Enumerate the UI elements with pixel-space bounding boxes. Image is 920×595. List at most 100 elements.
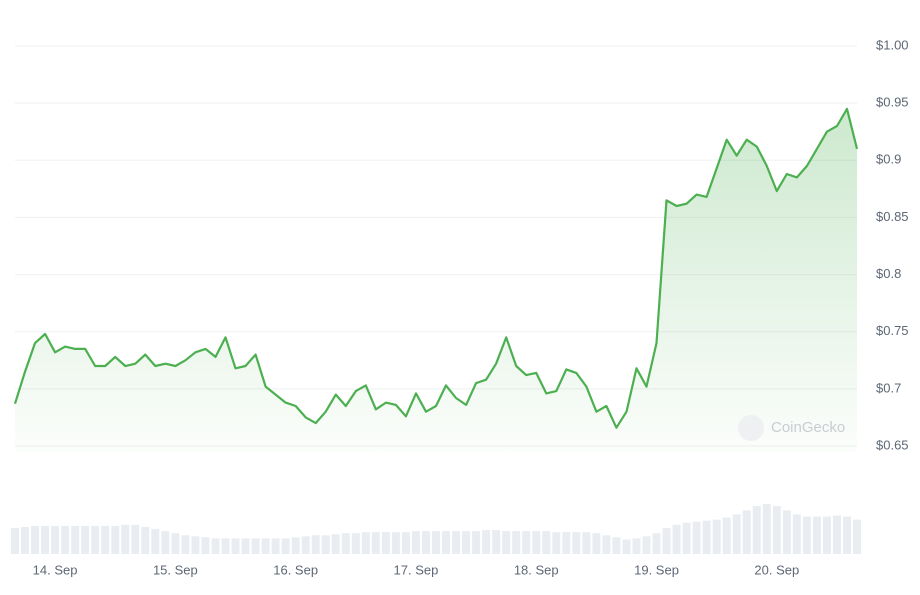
volume-bar [71, 525, 80, 554]
volume-bar [492, 530, 501, 554]
volume-bar [391, 532, 400, 554]
watermark: CoinGecko [771, 419, 845, 436]
volume-bar [351, 533, 360, 554]
volume-bar [792, 514, 801, 554]
volume-bar [712, 519, 721, 554]
volume-bar [371, 532, 380, 554]
volume-bar [91, 525, 100, 554]
volume-bar [141, 526, 150, 554]
volume-bar [482, 530, 491, 554]
volume-bar [201, 537, 210, 554]
volume-bar [682, 522, 691, 554]
volume-bar [562, 532, 571, 554]
volume-bar [31, 525, 40, 554]
y-tick-label: $1.00 [876, 37, 909, 52]
volume-bar [101, 525, 110, 554]
volume-bar [582, 532, 591, 554]
volume-bar [81, 525, 90, 554]
volume-bar [51, 525, 60, 554]
y-tick-label: $0.65 [876, 437, 909, 452]
volume-bar [652, 533, 661, 554]
volume-bar [151, 529, 160, 554]
volume-bar [592, 533, 601, 554]
volume-bar [612, 537, 621, 554]
volume-bar [782, 510, 791, 554]
volume-bar [622, 539, 631, 554]
volume-bar [692, 521, 701, 554]
volume-bar [211, 538, 220, 554]
volume-bar [401, 532, 410, 554]
volume-bar [111, 525, 120, 554]
price-line [13, 107, 859, 429]
volume-bar [842, 516, 851, 554]
volume-bars [11, 504, 861, 554]
volume-bar [341, 533, 350, 554]
volume-bar [311, 535, 320, 554]
volume-bar [632, 538, 641, 554]
x-tick-label: 15. Sep [153, 562, 198, 577]
labels: $1.00 $0.95 $0.9 $0.85 $0.8 $0.75 $0.7 $0.65 14.… [33, 37, 909, 577]
volume-bar [832, 515, 841, 554]
y-tick-label: $0.85 [876, 209, 909, 224]
volume-bar [462, 531, 471, 554]
volume-bar [502, 531, 511, 554]
volume-bar [752, 506, 761, 554]
x-tick-label: 17. Sep [394, 562, 439, 577]
volume-bar [301, 536, 310, 554]
x-tick-label: 20. Sep [754, 562, 799, 577]
volume-bar [41, 525, 50, 554]
volume-bar [331, 534, 340, 554]
volume-bar [381, 532, 390, 554]
x-tick-label: 16. Sep [273, 562, 318, 577]
volume-bar [442, 531, 451, 554]
volume-bar [662, 527, 671, 554]
volume-bar [432, 531, 440, 554]
volume-bar [271, 538, 280, 554]
volume-bar [421, 531, 430, 554]
volume-bar [812, 516, 821, 554]
volume-bar [762, 504, 771, 554]
volume-bar [532, 531, 541, 554]
volume-bar [542, 531, 551, 554]
volume-bar [321, 535, 330, 554]
volume-bar [61, 525, 70, 554]
volume-bar [472, 531, 481, 554]
volume-bar [732, 514, 741, 554]
volume-bar [231, 538, 240, 554]
y-tick-label: $0.9 [876, 152, 901, 167]
volume-bar [452, 531, 461, 554]
volume-bar [672, 524, 681, 554]
volume-bar [572, 532, 581, 554]
volume-bar [251, 538, 260, 554]
volume-bar [702, 520, 711, 554]
y-tick-label: $0.7 [876, 380, 901, 395]
volume-bar [522, 531, 531, 554]
volume-bar [161, 531, 170, 554]
volume-bar [722, 517, 731, 554]
y-tick-label: $0.95 [876, 95, 909, 110]
price-area [15, 108, 857, 453]
volume-bar [802, 516, 811, 554]
volume-bar [121, 524, 130, 554]
y-tick-label: $0.75 [876, 323, 909, 338]
volume-bar [221, 538, 230, 554]
x-tick-label: 19. Sep [634, 562, 679, 577]
volume-bar [742, 510, 751, 554]
volume-bar [853, 519, 861, 554]
volume-bar [191, 536, 200, 554]
volume-bar [21, 526, 30, 554]
volume-bar [291, 537, 300, 554]
volume-bar [171, 533, 180, 554]
volume-bar [552, 532, 561, 554]
x-tick-label: 18. Sep [514, 562, 559, 577]
volume-bar [241, 538, 250, 554]
y-tick-label: $0.8 [876, 266, 901, 281]
watermark-logo [738, 415, 764, 441]
x-tick-label: 14. Sep [33, 562, 78, 577]
volume-bar [131, 524, 140, 554]
volume-bar [411, 531, 420, 554]
volume-bar [361, 532, 370, 554]
volume-bar [11, 527, 19, 554]
plot [13, 107, 859, 453]
